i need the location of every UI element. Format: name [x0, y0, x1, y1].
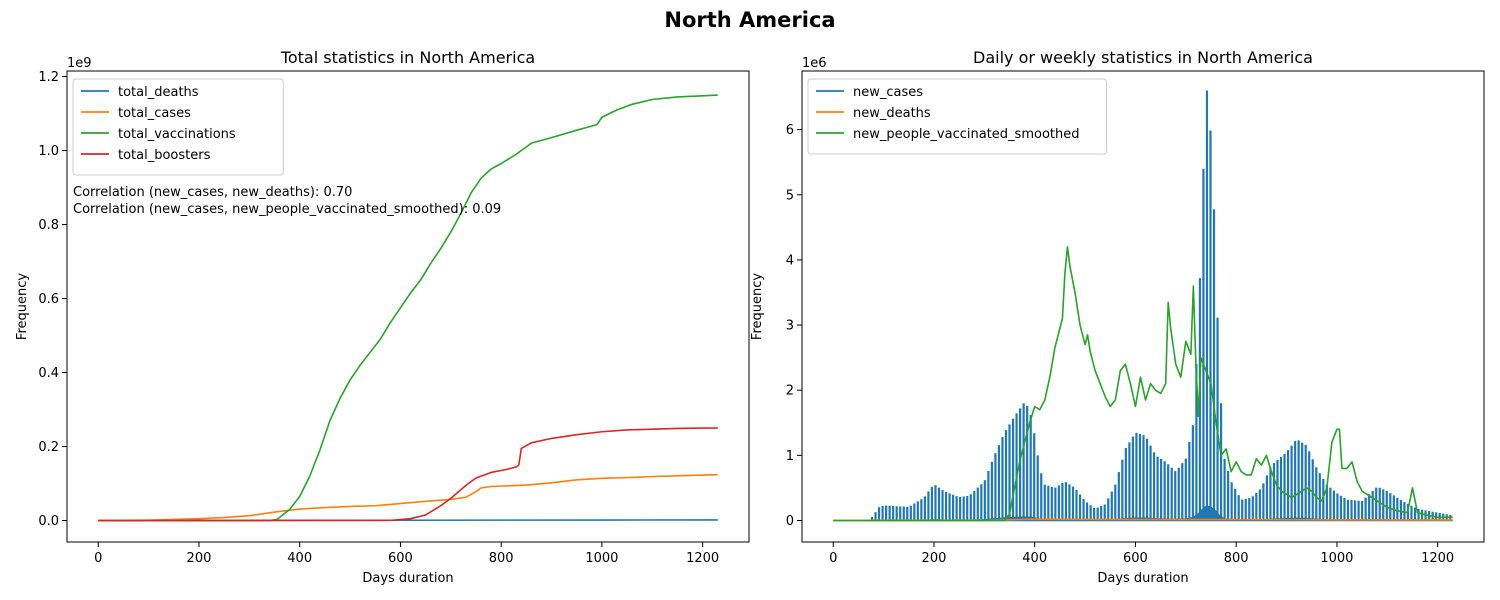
chart-2: 0 200 400 600 800 1000 1200 0 1 2 3 4 5 6 1e6 Daily or …	[750, 48, 1485, 586]
correlation-annotation: Correlation (new_cases, new_people_vacci…	[73, 202, 501, 217]
x-tick-label: 1200	[686, 551, 719, 566]
y-tick-label: 1.2	[38, 70, 59, 85]
y-tick-label: 0.8	[38, 218, 59, 233]
legend-label: total_boosters	[118, 148, 211, 163]
legend-label: total_vaccinations	[118, 127, 236, 142]
axes-frame	[66, 70, 750, 543]
y-tick-label: 0.0	[38, 514, 59, 529]
correlation-annotation: Correlation (new_cases, new_deaths): 0.7…	[73, 185, 352, 200]
y-tick-label: 1.0	[38, 144, 59, 159]
chart-title: Daily or weekly statistics in North Amer…	[973, 48, 1313, 67]
y-tick-label: 1	[786, 449, 794, 464]
legend: total_deaths total_cases total_vaccination…	[72, 78, 284, 176]
x-tick-label: 1000	[1320, 551, 1353, 566]
y-axis-label: Frequency	[15, 273, 30, 340]
y-tick-label: 3	[786, 319, 794, 334]
x-tick-label: 400	[1022, 551, 1047, 566]
series-total-boosters	[98, 427, 718, 522]
legend-label: new_deaths	[853, 106, 931, 121]
axes-frame	[801, 70, 1485, 543]
x-tick-label: 600	[1123, 551, 1148, 566]
legend-label: new_people_vaccinated_smoothed	[853, 127, 1079, 142]
x-axis-label: Days duration	[362, 571, 453, 586]
legend-label: total_cases	[118, 106, 191, 121]
x-tick-label: 200	[187, 551, 212, 566]
axis-offset-text: 1e9	[67, 56, 92, 71]
y-tick-label: 6	[786, 123, 794, 138]
x-tick-label: 200	[922, 551, 947, 566]
series-total-vaccinations	[98, 94, 718, 522]
x-tick-label: 1200	[1421, 551, 1454, 566]
x-tick-label: 0	[94, 551, 102, 566]
y-tick-label: 2	[786, 384, 794, 399]
y-tick-label: 0.6	[38, 292, 59, 307]
x-tick-label: 0	[829, 551, 837, 566]
series-total-cases	[98, 473, 718, 522]
y-tick-label: 0	[786, 514, 794, 529]
x-tick-label: 400	[287, 551, 312, 566]
x-tick-label: 1000	[585, 551, 618, 566]
plot-area	[833, 90, 1454, 522]
legend-box	[72, 78, 284, 176]
y-tick-label: 5	[786, 188, 794, 203]
y-tick-label: 0.4	[38, 366, 59, 381]
plot-area	[98, 94, 718, 522]
series-new-people-vaccinated-smoothed	[833, 246, 1453, 522]
y-tick-label: 4	[786, 253, 794, 268]
y-axis-label: Frequency	[750, 273, 765, 340]
x-axis-label: Days duration	[1097, 571, 1188, 586]
series-new-cases-bars	[833, 90, 1454, 522]
y-tick-label: 0.2	[38, 440, 59, 455]
series-new-cases	[867, 90, 1454, 521]
figure-title: North America	[664, 8, 836, 32]
chart-1: 0 200 400 600 800 1000 1200 0.0 0.2 0.4 0.6 0.8 1.0 1…	[15, 48, 750, 586]
x-tick-label: 600	[388, 551, 413, 566]
legend-label: new_cases	[853, 85, 923, 100]
legend-box	[807, 78, 1107, 155]
x-tick-label: 800	[1224, 551, 1249, 566]
x-tick-label: 800	[489, 551, 514, 566]
chart-title: Total statistics in North America	[280, 48, 535, 67]
axis-offset-text: 1e6	[802, 56, 827, 71]
legend-label: total_deaths	[118, 85, 199, 100]
legend: new_cases new_deaths new_people_vaccinated…	[807, 78, 1107, 155]
